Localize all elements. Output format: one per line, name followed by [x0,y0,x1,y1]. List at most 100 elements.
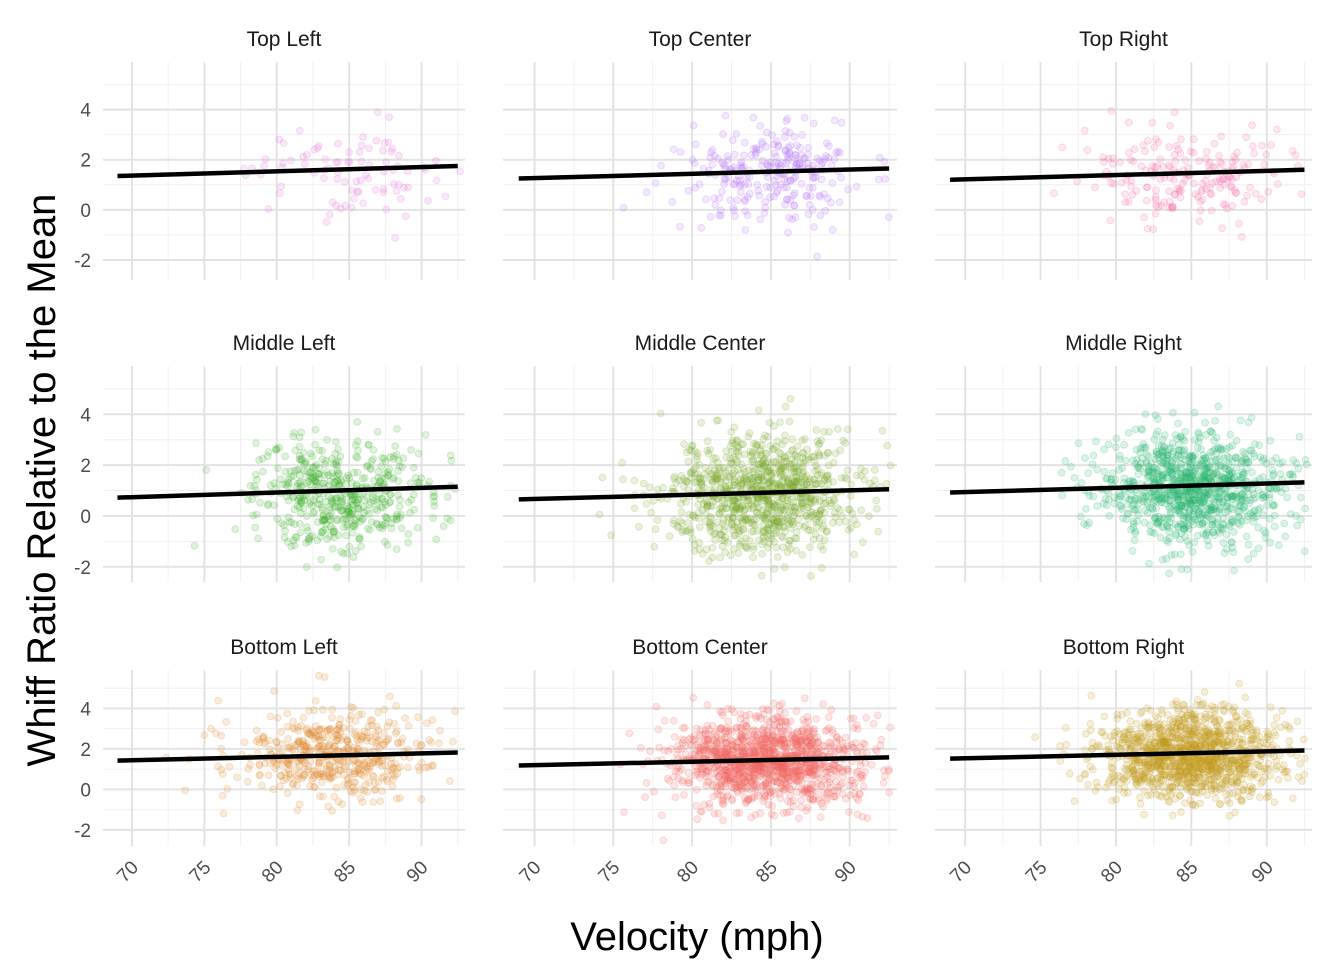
data-point [1180,512,1188,520]
data-point [695,538,704,547]
data-point [401,714,410,723]
panel: Top Right [935,28,1312,280]
data-point [299,152,308,161]
data-point [1085,491,1094,500]
data-point [1280,519,1289,528]
points-group [190,418,460,572]
data-point [712,768,721,776]
data-point [729,203,738,212]
data-point [844,185,852,194]
data-point [319,792,328,801]
data-point [749,477,758,485]
data-point [786,791,794,800]
data-point [740,197,749,206]
data-point [854,796,863,805]
data-point [1149,225,1158,234]
data-point [1226,430,1235,439]
data-point [417,474,426,482]
data-point [1189,135,1198,144]
data-point [714,155,722,163]
data-point [376,797,385,806]
data-point [379,188,388,197]
data-point [287,518,296,527]
data-point [334,445,342,454]
data-point [1216,523,1225,532]
data-point [1125,118,1133,127]
data-point [353,437,362,446]
data-point [379,729,388,737]
data-point [381,512,390,521]
data-point [756,122,764,130]
data-point [373,108,382,117]
data-point [844,525,853,534]
x-tick-label: 85 [752,857,782,887]
data-point [833,786,842,795]
data-point [652,702,661,711]
data-point [755,738,764,747]
data-point [805,184,814,192]
data-point [759,477,767,485]
data-point [786,196,795,204]
data-point [1207,515,1216,523]
data-point [805,498,814,506]
data-point [832,770,841,779]
data-point [804,150,812,159]
data-point [1117,505,1126,514]
data-point [1274,180,1282,188]
data-point [1248,121,1256,130]
data-point [743,193,752,201]
data-point [823,796,831,805]
data-point [1061,457,1070,466]
data-point [219,809,228,818]
data-point [881,772,889,780]
data-point [311,783,319,791]
data-point [773,137,781,146]
x-tick-label: 70 [113,857,143,887]
data-point [424,196,432,205]
data-point [762,128,771,137]
data-point [218,791,227,800]
data-point [387,147,396,156]
data-point [717,503,726,512]
data-point [790,201,799,210]
y-tick-label: 0 [80,780,91,801]
data-point [676,222,684,231]
data-point [1250,440,1259,448]
data-point [1202,155,1210,163]
data-point [792,735,800,743]
data-point [1252,189,1260,198]
data-point [807,572,815,580]
data-point [277,519,286,527]
data-point [283,722,292,731]
data-point [1132,187,1141,195]
data-point [1265,484,1273,493]
data-point [1125,148,1133,157]
data-point [789,191,798,200]
data-point [435,739,444,748]
data-point [823,194,832,203]
data-point [1198,179,1207,188]
data-point [388,145,397,153]
data-point [414,713,422,721]
data-point [277,182,286,191]
data-point [297,455,306,463]
data-point [710,194,719,203]
data-point [679,482,688,491]
data-point [394,477,403,486]
data-point [436,726,444,735]
data-point [1230,186,1239,195]
data-point [881,175,889,183]
data-point [754,406,763,415]
data-point [1148,505,1157,514]
points-group [1050,107,1306,241]
data-point [754,791,763,800]
data-point [249,511,258,520]
data-point [295,800,304,809]
data-point [770,502,779,511]
data-point [1232,189,1241,197]
data-point [1216,158,1225,167]
data-point [817,782,826,790]
data-point [799,154,808,163]
data-point [747,813,756,822]
data-point [857,464,865,473]
